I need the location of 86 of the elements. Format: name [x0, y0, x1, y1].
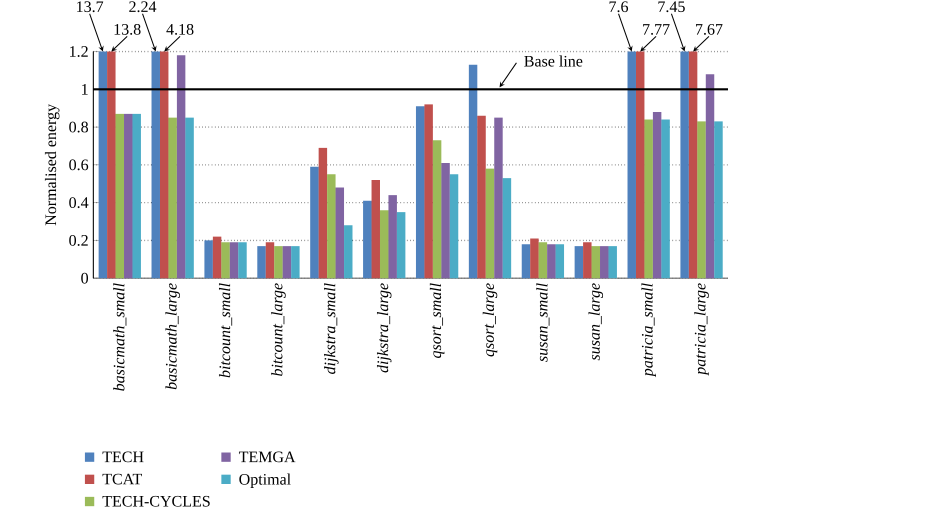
- bar: [238, 242, 247, 278]
- bar: [424, 104, 433, 278]
- bar: [608, 246, 617, 278]
- annotation: 13.8: [114, 24, 141, 35]
- x-tick-label: basicmath_small: [113, 283, 126, 391]
- bar: [468, 64, 478, 278]
- bar: [372, 180, 380, 278]
- y-axis-title: Normalised energy: [44, 104, 60, 226]
- bar: [486, 168, 494, 278]
- bar: [416, 106, 424, 278]
- annotation: 7.6: [610, 1, 628, 12]
- bar: [212, 236, 222, 278]
- bar: [185, 118, 194, 278]
- x-tick-label: susan_small: [536, 283, 550, 362]
- bar: [644, 119, 653, 278]
- legend-label: TEMGA: [238, 451, 296, 462]
- bar: [221, 242, 230, 278]
- bar: [380, 210, 388, 278]
- y-tick-label: 0: [81, 272, 88, 284]
- bar: [176, 55, 186, 278]
- bar: [714, 121, 723, 278]
- bar: [168, 118, 177, 278]
- bar: [600, 246, 608, 278]
- y-tick-label: 0.6: [69, 159, 88, 170]
- annotation: 7.67: [696, 24, 722, 35]
- bar: [547, 244, 556, 278]
- x-tick-label: patricia_large: [694, 283, 709, 376]
- legend-label: TCAT: [102, 474, 142, 484]
- bar: [530, 238, 539, 278]
- bar: [266, 242, 274, 278]
- bar: [204, 240, 213, 278]
- bar: [310, 166, 319, 278]
- x-tick-label: qsort_large: [482, 283, 498, 356]
- bar: [574, 246, 584, 278]
- x-tick-label: patricia_small: [641, 283, 656, 378]
- bar: [652, 112, 662, 278]
- x-tick-label: qsort_small: [430, 283, 444, 358]
- bar: [282, 246, 292, 278]
- y-tick-label: 0.4: [69, 197, 88, 208]
- bar: [344, 225, 352, 278]
- bar: [592, 246, 600, 278]
- bar: [257, 246, 266, 278]
- bar: [502, 178, 512, 278]
- bar: [706, 74, 714, 278]
- bar: [441, 162, 450, 278]
- bar: [556, 244, 564, 278]
- bar: [661, 119, 670, 278]
- y-tick-label: 1: [82, 84, 88, 94]
- annotation: 13.7: [77, 1, 104, 12]
- legend-label: TECH-CYCLES: [102, 496, 210, 507]
- x-tick-label: dijkstra_small: [324, 283, 339, 374]
- legend-label: Optimal: [239, 473, 291, 488]
- annotation: 7.45: [658, 1, 685, 12]
- y-tick-label: 0.8: [69, 122, 88, 132]
- bar: [583, 242, 592, 278]
- y-tick-label: 1.2: [70, 46, 88, 57]
- bar: [432, 140, 442, 278]
- bar: [291, 246, 300, 278]
- x-tick-label: susan_large: [588, 283, 604, 360]
- bar: [274, 246, 283, 278]
- annotation: 7.77: [643, 24, 670, 35]
- x-tick-label: dijkstra_large: [376, 283, 392, 372]
- bar: [327, 174, 336, 278]
- x-tick-label: basicmath_large: [165, 283, 180, 390]
- ref-line-label: Base line: [524, 55, 582, 66]
- bar: [538, 242, 548, 278]
- bar: [697, 121, 706, 278]
- bar: [230, 242, 238, 278]
- annotation: 2.24: [129, 1, 156, 12]
- bar: [477, 116, 486, 278]
- bar: [132, 114, 141, 278]
- bar: [522, 244, 530, 278]
- x-tick-label: bitcount_small: [218, 283, 232, 378]
- bar: [388, 194, 397, 278]
- bar: [116, 114, 124, 278]
- bar: [363, 200, 372, 278]
- x-tick-label: bitcount_large: [271, 283, 286, 376]
- bar: [494, 118, 503, 278]
- bar: [450, 174, 458, 278]
- annotation: 4.18: [166, 24, 194, 35]
- bar: [124, 114, 132, 278]
- bar: [336, 187, 344, 278]
- y-tick-label: 0.2: [69, 234, 88, 246]
- bar: [396, 212, 406, 278]
- bar: [318, 148, 328, 278]
- legend-label: TECH: [102, 451, 144, 462]
